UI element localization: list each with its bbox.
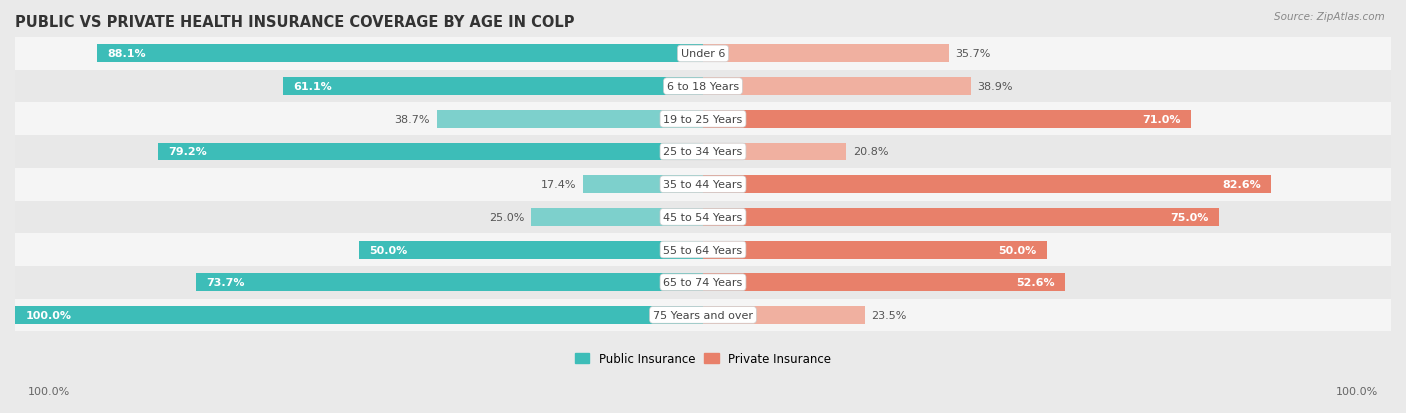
Text: Source: ZipAtlas.com: Source: ZipAtlas.com	[1274, 12, 1385, 22]
Text: 50.0%: 50.0%	[370, 245, 408, 255]
Bar	[15, 266, 1391, 299]
Text: 52.6%: 52.6%	[1017, 278, 1054, 287]
Bar	[157, 143, 703, 161]
Text: Under 6: Under 6	[681, 49, 725, 59]
Text: 79.2%: 79.2%	[169, 147, 207, 157]
Bar	[703, 176, 1271, 194]
Text: 75 Years and over: 75 Years and over	[652, 310, 754, 320]
Bar	[97, 45, 703, 63]
Text: 45 to 54 Years: 45 to 54 Years	[664, 212, 742, 222]
Bar	[437, 111, 703, 128]
Legend: Public Insurance, Private Insurance: Public Insurance, Private Insurance	[571, 347, 835, 370]
Text: 55 to 64 Years: 55 to 64 Years	[664, 245, 742, 255]
Bar	[359, 241, 703, 259]
Text: 38.9%: 38.9%	[977, 82, 1012, 92]
Text: 88.1%: 88.1%	[107, 49, 146, 59]
Text: 19 to 25 Years: 19 to 25 Years	[664, 114, 742, 124]
Text: 35.7%: 35.7%	[956, 49, 991, 59]
Bar	[15, 299, 1391, 332]
Bar	[15, 201, 1391, 234]
Bar	[703, 45, 949, 63]
Text: 50.0%: 50.0%	[998, 245, 1036, 255]
Bar	[703, 78, 970, 96]
Text: 35 to 44 Years: 35 to 44 Years	[664, 180, 742, 190]
Bar	[15, 306, 703, 324]
Text: 23.5%: 23.5%	[872, 310, 907, 320]
Bar	[15, 234, 1391, 266]
Bar	[283, 78, 703, 96]
Bar	[583, 176, 703, 194]
Bar	[15, 38, 1391, 71]
Bar	[703, 111, 1191, 128]
Text: 17.4%: 17.4%	[541, 180, 576, 190]
Text: 6 to 18 Years: 6 to 18 Years	[666, 82, 740, 92]
Text: 61.1%: 61.1%	[292, 82, 332, 92]
Text: 38.7%: 38.7%	[394, 114, 430, 124]
Bar	[703, 241, 1047, 259]
Text: 65 to 74 Years: 65 to 74 Years	[664, 278, 742, 287]
Bar	[15, 71, 1391, 103]
Bar	[15, 169, 1391, 201]
Text: 75.0%: 75.0%	[1170, 212, 1209, 222]
Text: 100.0%: 100.0%	[25, 310, 72, 320]
Bar	[703, 143, 846, 161]
Text: PUBLIC VS PRIVATE HEALTH INSURANCE COVERAGE BY AGE IN COLP: PUBLIC VS PRIVATE HEALTH INSURANCE COVER…	[15, 15, 575, 30]
Text: 73.7%: 73.7%	[207, 278, 245, 287]
Bar	[703, 273, 1064, 292]
Text: 82.6%: 82.6%	[1222, 180, 1261, 190]
Text: 100.0%: 100.0%	[1336, 387, 1378, 396]
Text: 71.0%: 71.0%	[1143, 114, 1181, 124]
Bar	[15, 103, 1391, 136]
Text: 100.0%: 100.0%	[28, 387, 70, 396]
Text: 25 to 34 Years: 25 to 34 Years	[664, 147, 742, 157]
Text: 25.0%: 25.0%	[489, 212, 524, 222]
Bar	[531, 209, 703, 226]
Bar	[195, 273, 703, 292]
Bar	[703, 209, 1219, 226]
Bar	[15, 136, 1391, 169]
Text: 20.8%: 20.8%	[853, 147, 889, 157]
Bar	[703, 306, 865, 324]
